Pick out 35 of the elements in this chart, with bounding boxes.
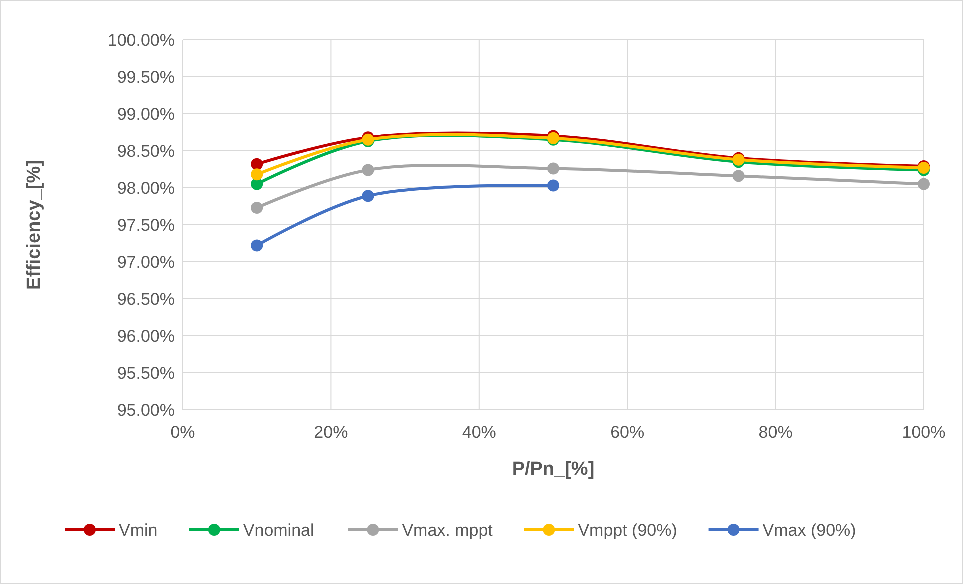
point [732, 170, 745, 182]
point [362, 164, 374, 176]
y-tick-label: 97.00% [117, 252, 175, 272]
y-tick-label: 95.50% [117, 364, 175, 383]
x-tick-label: 20% [314, 423, 348, 442]
y-tick-label: 96.00% [117, 326, 175, 346]
point [251, 168, 264, 181]
legend-label: Vmax. mppt [402, 521, 494, 540]
point [251, 202, 264, 214]
legend-label: Vmin [119, 521, 158, 540]
y-axis-title: Efficiency_[%] [24, 160, 45, 290]
y-tick-label: 95.00% [117, 400, 175, 420]
y-tick-label: 99.50% [117, 68, 175, 87]
legend-label: Vmppt (90%) [578, 521, 678, 540]
point [251, 240, 264, 252]
y-tick-label: 100.00% [108, 30, 175, 50]
y-tick-label: 98.50% [117, 142, 175, 161]
point [362, 190, 374, 202]
point [548, 162, 560, 175]
point [251, 178, 264, 190]
x-tick-label: 40% [462, 423, 496, 442]
point [918, 178, 930, 190]
point [251, 158, 264, 170]
x-axis-title: P/Pn_[%] [512, 459, 595, 480]
x-tick-label: 80% [758, 423, 793, 442]
y-tick-label: 99.00% [117, 104, 175, 124]
legend-label: Vnominal [243, 521, 314, 540]
y-tick-label: 97.50% [117, 216, 175, 235]
legend-label: Vmax (90%) [762, 521, 856, 540]
x-tick-label: 60% [610, 423, 645, 442]
x-tick-label: 100% [902, 423, 946, 442]
point [548, 180, 560, 192]
x-tick-label: 0% [170, 423, 196, 442]
y-tick-label: 98.00% [117, 178, 175, 198]
y-tick-label: 96.50% [117, 290, 175, 309]
